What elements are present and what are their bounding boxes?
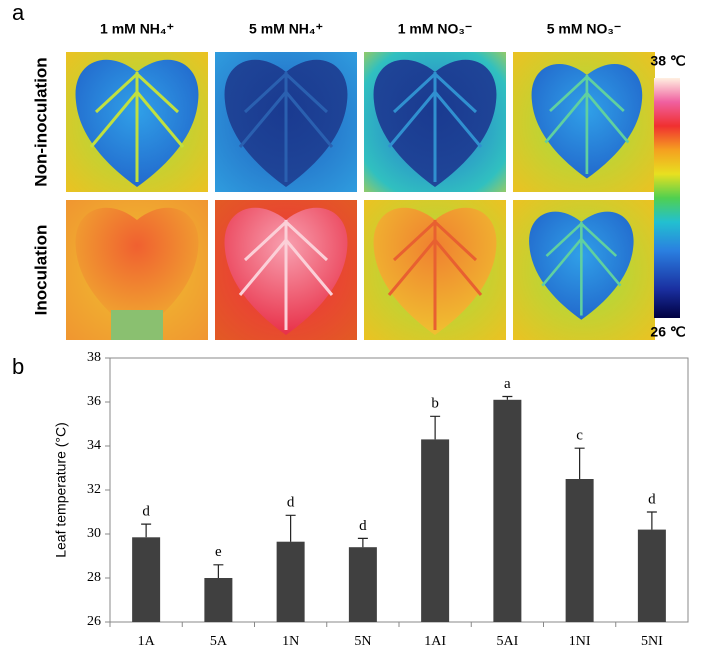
- thermal-image: [513, 52, 655, 192]
- x-tick-label: 1A: [138, 634, 156, 649]
- column-header: 1 mM NO₃⁻: [398, 21, 473, 37]
- bar: [276, 541, 305, 622]
- thermal-image: [513, 200, 655, 340]
- significance-letter: e: [215, 544, 222, 560]
- thermal-image: [364, 200, 506, 340]
- thermal-image: [215, 52, 357, 192]
- thermal-image: [364, 52, 506, 192]
- thermal-image: [66, 52, 208, 192]
- column-header: 1 mM NH₄⁺: [100, 21, 174, 37]
- significance-letter: b: [431, 396, 439, 412]
- bar: [637, 529, 666, 622]
- x-tick-label: 1NI: [569, 634, 591, 649]
- x-tick-label: 5NI: [641, 634, 663, 649]
- significance-letter: d: [648, 491, 656, 507]
- y-tick-label: 38: [87, 350, 101, 365]
- significance-letter: a: [504, 376, 511, 392]
- x-tick-label: 5N: [354, 634, 371, 649]
- thermal-image: [215, 200, 357, 340]
- y-tick-label: 36: [87, 394, 101, 409]
- error-bar: [646, 511, 657, 530]
- colorbar-max: 38 ℃: [650, 53, 685, 69]
- y-axis-label: Leaf temperature (°C): [53, 422, 69, 558]
- error-bar: [357, 537, 368, 548]
- significance-letter: d: [359, 518, 367, 534]
- thermal-image: [66, 200, 208, 340]
- thermal-images: [66, 52, 655, 340]
- row-label: Non-inoculation: [31, 57, 50, 186]
- significance-letter: d: [142, 504, 150, 520]
- error-bar: [213, 564, 224, 578]
- plot-frame: [109, 357, 689, 623]
- colorbar: [654, 78, 680, 318]
- error-bar: [285, 514, 296, 542]
- bar: [493, 399, 522, 622]
- bar: [565, 479, 594, 622]
- column-header: 5 mM NH₄⁺: [249, 21, 323, 37]
- y-tick-label: 32: [87, 482, 101, 497]
- significance-letter: d: [287, 495, 295, 511]
- error-bar: [141, 523, 152, 538]
- panel-label: a: [12, 0, 25, 25]
- bar: [204, 578, 233, 622]
- bar-chart: 26 28 30 32 34 36 38 1A d 5A e 1N d 5N d 1AI b 5AI a 1NI c 5N…: [87, 350, 689, 649]
- error-bar: [574, 447, 585, 479]
- x-tick-label: 5A: [210, 634, 228, 649]
- y-tick-label: 34: [87, 438, 101, 453]
- colorbar-min: 26 ℃: [650, 324, 685, 340]
- error-bar: [430, 415, 441, 440]
- y-tick-label: 30: [87, 526, 101, 541]
- panel-label: b: [12, 354, 24, 379]
- bar: [348, 547, 377, 622]
- y-tick-label: 26: [87, 614, 101, 629]
- y-tick-label: 28: [87, 570, 101, 585]
- bar: [132, 537, 161, 622]
- column-header: 5 mM NO₃⁻: [547, 21, 622, 37]
- bar: [421, 439, 450, 622]
- x-tick-label: 1AI: [424, 634, 446, 649]
- significance-letter: c: [576, 428, 583, 444]
- row-label: Inoculation: [31, 225, 50, 316]
- error-bar: [502, 395, 513, 400]
- x-tick-label: 1N: [282, 634, 299, 649]
- x-tick-label: 5AI: [496, 634, 518, 649]
